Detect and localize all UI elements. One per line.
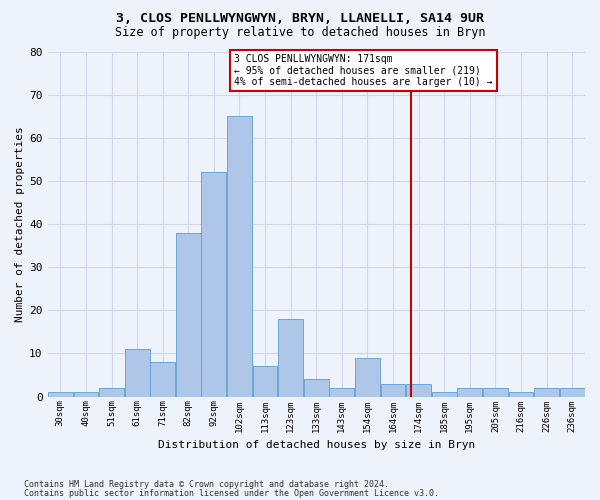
Text: 3, CLOS PENLLWYNGWYN, BRYN, LLANELLI, SA14 9UR: 3, CLOS PENLLWYNGWYN, BRYN, LLANELLI, SA… [116,12,484,26]
Text: Contains public sector information licensed under the Open Government Licence v3: Contains public sector information licen… [24,488,439,498]
Bar [509,392,533,396]
Text: Size of property relative to detached houses in Bryn: Size of property relative to detached ho… [115,26,485,39]
Bar [227,116,252,396]
Bar [457,388,482,396]
Bar [534,388,559,396]
Bar [202,172,226,396]
Bar [176,232,201,396]
Bar [278,319,303,396]
Bar [125,349,149,397]
Bar [483,388,508,396]
Bar [150,362,175,396]
Y-axis label: Number of detached properties: Number of detached properties [15,126,25,322]
Text: Contains HM Land Registry data © Crown copyright and database right 2024.: Contains HM Land Registry data © Crown c… [24,480,389,489]
Bar [304,380,329,396]
X-axis label: Distribution of detached houses by size in Bryn: Distribution of detached houses by size … [158,440,475,450]
Bar [355,358,380,397]
Bar [406,384,431,396]
Bar [74,392,98,396]
Bar [253,366,277,396]
Bar [380,384,406,396]
Bar [432,392,457,396]
Bar [329,388,354,396]
Text: 3 CLOS PENLLWYNGWYN: 171sqm
← 95% of detached houses are smaller (219)
4% of sem: 3 CLOS PENLLWYNGWYN: 171sqm ← 95% of det… [235,54,493,87]
Bar [99,388,124,396]
Bar [48,392,73,396]
Bar [560,388,584,396]
